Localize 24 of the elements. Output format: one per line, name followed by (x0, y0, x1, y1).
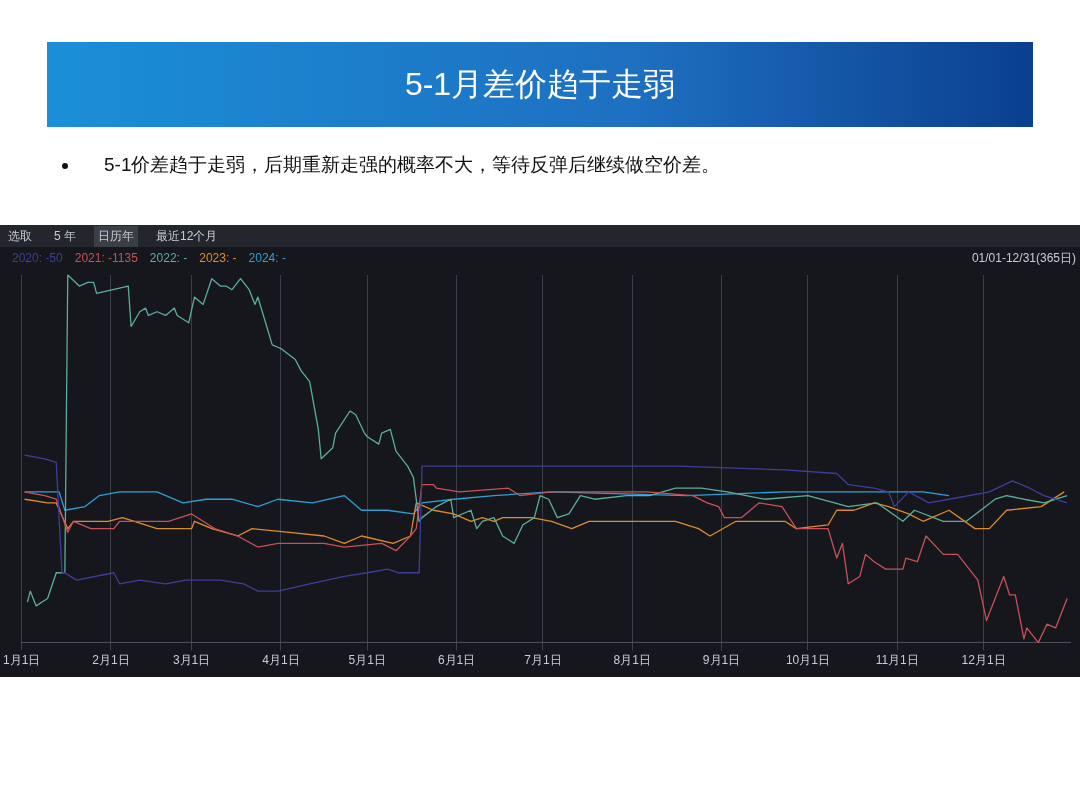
x-tick-label: 10月1日 (785, 653, 830, 668)
x-tick-label: 7月1日 (524, 653, 562, 668)
x-tick-label: 11月1日 (875, 653, 919, 668)
chart-subtitle: 5-1价差趋于走弱，后期重新走强的概率不大，等待反弹后继续做空价差。 (104, 154, 721, 175)
x-tick-label: 5月1日 (348, 653, 386, 668)
text: 2023: - (199, 251, 237, 266)
text: 2024: - (248, 251, 286, 266)
x-tick-label: 12月1日 (961, 653, 1006, 668)
text: 01/01-12/31(365日) (971, 250, 1076, 267)
x-tick-label: 2月1日 (92, 653, 130, 668)
x-tick-label: 8月1日 (613, 653, 651, 668)
text: 2020: -50 (12, 251, 64, 266)
x-tick-label: 6月1日 (437, 653, 476, 668)
text: 2021: -1135 (74, 251, 139, 266)
chart-title: 5-1月差价趋于走弱 (404, 64, 676, 104)
x-tick-label: 1月1日 (2, 653, 41, 668)
text: 日历年 (94, 225, 139, 247)
text: 2022: - (149, 251, 188, 266)
text: 最近12个月 (155, 227, 219, 245)
text: 选取 (7, 227, 33, 245)
text: 5 年 (53, 227, 77, 245)
x-tick-label: 3月1日 (172, 653, 211, 668)
x-tick-label: 4月1日 (262, 653, 300, 668)
x-tick-label: 9月1日 (702, 653, 741, 668)
